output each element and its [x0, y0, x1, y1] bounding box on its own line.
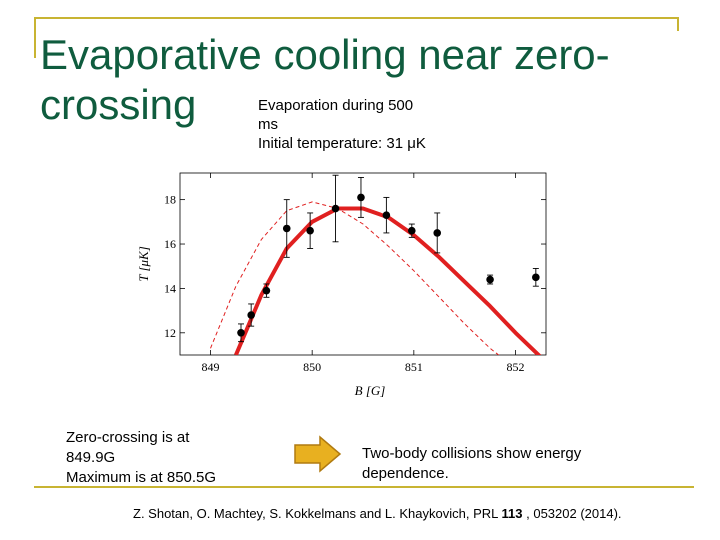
citation: Z. Shotan, O. Machtey, S. Kokkelmans and… — [133, 506, 622, 521]
y-tick-label: 18 — [164, 193, 176, 207]
x-tick-label: 851 — [405, 360, 423, 374]
slide-title: Evaporative cooling near zero- crossing — [40, 30, 610, 130]
citation-page: , 053202 (2014). — [522, 506, 622, 521]
data-point — [331, 204, 340, 213]
x-tick-label: 849 — [202, 360, 220, 374]
y-tick-label: 14 — [164, 281, 176, 295]
data-point — [532, 273, 540, 282]
zero-crossing-note: Zero-crossing is at 849.9G Maximum is at… — [66, 428, 216, 488]
data-points — [237, 174, 540, 343]
x-axis-label: B [G] — [355, 383, 386, 398]
plot-frame — [179, 172, 547, 356]
note-line-2: 849.9G — [66, 449, 116, 466]
data-point — [247, 311, 255, 319]
data-point — [408, 226, 416, 235]
two-body-note: Two-body collisions show energy dependen… — [362, 445, 582, 482]
x-axis-ticks: 849 850 851 852 — [202, 173, 525, 374]
solid-fit-curve — [234, 206, 542, 355]
experiment-conditions: Evaporation during 500 ms Initial temper… — [258, 97, 426, 152]
data-point — [486, 275, 494, 284]
data-point — [262, 286, 271, 295]
note-line-1: Zero-crossing is at — [66, 429, 190, 446]
citation-authors: Z. Shotan, O. Machtey, S. Kokkelmans and… — [133, 506, 502, 521]
y-tick-label: 12 — [164, 326, 176, 340]
data-point — [237, 329, 245, 337]
y-axis-label: T [μK] — [136, 246, 151, 282]
temperature-vs-field-chart: 849 850 851 852 12 14 16 18 B [G] T [μK] — [136, 172, 547, 398]
y-axis-ticks: 12 14 16 18 — [164, 193, 546, 340]
bottom-rule — [34, 486, 694, 488]
x-tick-label: 852 — [507, 360, 525, 374]
title-line-1: Evaporative cooling near zero- — [40, 31, 610, 78]
right-rule — [677, 17, 679, 31]
data-point — [382, 211, 391, 219]
title-line-2: crossing — [40, 81, 197, 128]
dashed-fit-curve — [210, 201, 500, 355]
data-point — [306, 226, 314, 235]
y-tick-label: 16 — [164, 237, 176, 251]
citation-volume: 113 — [501, 506, 523, 521]
x-tick-label: 850 — [303, 360, 321, 374]
note-line-3: Maximum is at 850.5G — [66, 469, 217, 486]
data-point — [433, 229, 442, 237]
data-point — [282, 224, 291, 233]
left-rule — [34, 18, 36, 58]
data-point — [357, 193, 365, 202]
arrow-right-icon — [294, 435, 342, 473]
fit-curves — [210, 201, 542, 355]
top-rule — [34, 17, 679, 19]
